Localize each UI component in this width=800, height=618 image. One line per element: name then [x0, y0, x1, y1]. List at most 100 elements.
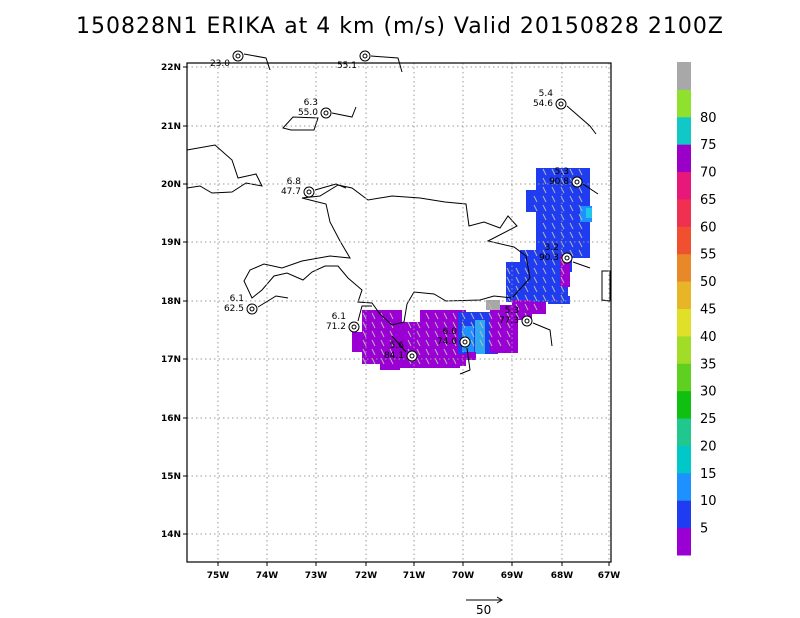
- wind-arrow: [506, 321, 511, 329]
- lon-tick-label: 67W: [598, 571, 621, 581]
- lon-tick-label: 75W: [207, 571, 230, 581]
- station-bottom-label: 47.7: [281, 187, 301, 197]
- wind-arrow: [578, 249, 583, 257]
- wind-arrow: [524, 276, 529, 284]
- wind-arrow: [542, 249, 547, 257]
- wind-arrow: [371, 348, 376, 356]
- station-plot: 3.290.3: [539, 243, 591, 269]
- lat-tick-label: 16N: [161, 414, 181, 424]
- wind-arrow: [407, 321, 412, 329]
- wind-arrow: [434, 321, 439, 329]
- wind-arrow: [578, 204, 583, 212]
- station-top-label: 5.3: [505, 306, 519, 316]
- wind-cell: [466, 352, 476, 360]
- wind-arrow: [425, 312, 430, 320]
- wind-arrow: [542, 213, 547, 221]
- colorbar-label: 50: [700, 275, 717, 290]
- wind-arrow: [371, 321, 376, 329]
- map-title: 150828N1 ERIKA at 4 km (m/s) Valid 20150…: [76, 14, 724, 39]
- wind-barb: [243, 53, 271, 71]
- lat-tick-label: 17N: [161, 355, 181, 365]
- station-dot: [351, 324, 357, 330]
- wind-arrow: [488, 303, 493, 311]
- station-dot: [249, 306, 255, 312]
- wind-arrow: [497, 330, 502, 338]
- wind-barb: [314, 183, 347, 191]
- lat-tick-label: 22N: [161, 63, 181, 73]
- station-ring: [303, 186, 315, 198]
- station-bottom-label: 71.2: [326, 322, 346, 332]
- wind-arrow: [362, 330, 367, 338]
- wind-arrow: [533, 195, 538, 203]
- wind-arrow: [533, 267, 538, 275]
- lon-tick-label: 69W: [501, 571, 524, 581]
- wind-arrow: [380, 330, 385, 338]
- station-ring: [561, 252, 573, 264]
- wind-swath: [352, 168, 592, 370]
- wind-barb: [391, 335, 407, 353]
- lat-tick-label: 21N: [161, 122, 181, 132]
- station-bottom-label: 77.3: [499, 316, 519, 326]
- lat-tick-label: 15N: [161, 472, 181, 482]
- colorbar-label: 10: [700, 494, 717, 509]
- wind-arrow: [551, 294, 556, 302]
- station-plot: 6.355.0: [298, 98, 357, 119]
- station-ring: [320, 107, 332, 119]
- colorbar-label: 15: [700, 467, 717, 482]
- station-ring: [406, 350, 418, 362]
- station-dot: [409, 353, 415, 359]
- station-top-label: 5.6: [390, 341, 405, 351]
- station-top-label: 6.3: [304, 98, 318, 108]
- wind-arrow: [542, 186, 547, 194]
- wind-arrow: [551, 186, 556, 194]
- wind-cell: [560, 255, 570, 287]
- wind-arrow: [506, 339, 511, 347]
- wind-arrow: [578, 222, 583, 230]
- wind-arrow: [551, 177, 556, 185]
- wind-arrow: [479, 321, 484, 329]
- wind-arrow: [533, 294, 538, 302]
- wind-arrow: [569, 204, 574, 212]
- colorbar-swatch: [677, 445, 691, 474]
- wind-arrow: [479, 330, 484, 338]
- station-plot: 6.171.2: [326, 305, 372, 333]
- wind-barb: [331, 106, 357, 118]
- wind-arrow: [551, 195, 556, 203]
- wind-arrow: [551, 285, 556, 293]
- wind-arrow: [479, 312, 484, 320]
- station-dot: [235, 53, 241, 59]
- reference-vector: 50: [466, 596, 503, 617]
- lat-tick-label: 19N: [161, 238, 181, 248]
- wind-arrow: [533, 249, 538, 257]
- wind-arrow: [542, 222, 547, 230]
- wind-arrow: [551, 222, 556, 230]
- wind-arrow: [578, 168, 583, 176]
- wind-arrow: [407, 339, 412, 347]
- wind-arrow: [497, 321, 502, 329]
- colorbar-swatch: [677, 144, 691, 173]
- lon-tick-label: 71W: [403, 571, 426, 581]
- station-top-label: 6.1: [230, 294, 244, 304]
- wind-arrow: [578, 231, 583, 239]
- wind-arrow: [362, 321, 367, 329]
- wind-arrow: [551, 168, 556, 176]
- wind-arrow: [362, 312, 367, 320]
- wind-arrow: [506, 267, 511, 275]
- colorbar-swatch: [677, 418, 691, 446]
- wind-arrow: [434, 330, 439, 338]
- colorbar-swatch: [677, 500, 691, 529]
- wind-arrow: [362, 339, 367, 347]
- wind-cell: [586, 208, 592, 218]
- wind-cell: [430, 362, 460, 368]
- lon-tick-label: 70W: [452, 571, 475, 581]
- wind-arrow: [452, 348, 457, 356]
- colorbar-label: 75: [700, 138, 717, 153]
- colorbar-label: 30: [700, 385, 717, 400]
- wind-arrow: [542, 168, 547, 176]
- colorbar-swatch: [677, 116, 691, 145]
- station-dot: [524, 318, 530, 324]
- wind-cell: [404, 360, 412, 368]
- wind-arrow: [569, 186, 574, 194]
- station-ring: [459, 336, 471, 348]
- station-plot: 6.162.5: [224, 294, 289, 315]
